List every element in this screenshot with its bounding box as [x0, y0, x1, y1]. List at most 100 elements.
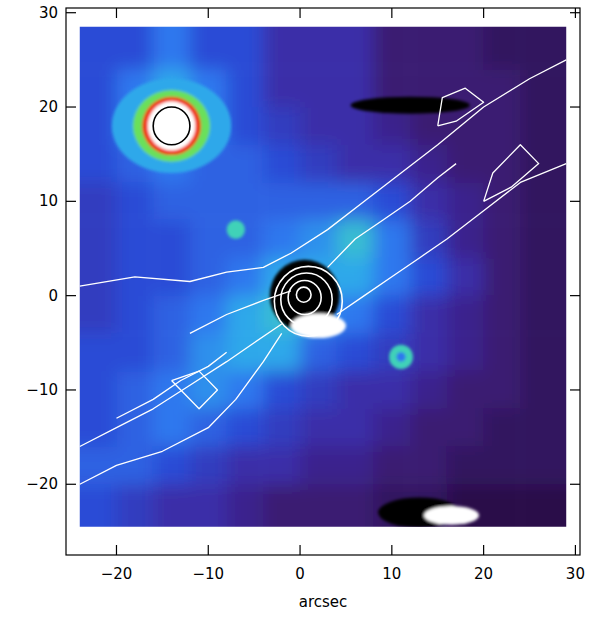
image-cell — [447, 220, 484, 258]
image-cell — [373, 296, 410, 334]
image-cell — [520, 220, 566, 258]
image-cell — [190, 27, 227, 70]
image-cell — [410, 145, 447, 183]
image-cell — [337, 409, 374, 447]
image-cell — [373, 145, 410, 183]
image-cell — [410, 333, 447, 371]
x-tick — [575, 545, 576, 555]
image-cell — [227, 333, 264, 371]
image-cell — [337, 333, 374, 371]
contour-ring — [288, 281, 321, 315]
image-cell — [227, 409, 264, 447]
image-cell — [484, 371, 521, 409]
image-cell — [484, 27, 521, 70]
image-cell — [447, 447, 484, 485]
image-cell — [190, 182, 227, 220]
image-cell — [116, 371, 153, 409]
y-tick — [66, 389, 76, 390]
image-cell — [80, 484, 117, 526]
image-cell — [116, 484, 153, 526]
x-tick-top — [116, 8, 117, 18]
source — [112, 79, 231, 173]
image-cell — [410, 220, 447, 258]
image-cell — [116, 27, 153, 70]
image-cell — [80, 333, 117, 371]
image-cell — [80, 27, 117, 70]
source — [351, 97, 470, 114]
image-cell — [153, 296, 190, 334]
y-tick — [66, 295, 76, 296]
image-cell — [153, 182, 190, 220]
x-axis-title: arcsec — [299, 593, 348, 611]
x-tick-top — [483, 8, 484, 18]
image-cell — [520, 333, 566, 371]
x-tick — [483, 545, 484, 555]
image-cell — [80, 371, 117, 409]
image-cell — [410, 447, 447, 485]
image-cell — [190, 447, 227, 485]
image-cell — [520, 296, 566, 334]
image-cell — [227, 145, 264, 183]
image-cell — [484, 258, 521, 296]
contour — [80, 333, 282, 484]
image-cell — [300, 333, 337, 371]
y-tick-label: −20 — [26, 475, 58, 493]
y-tick-right — [570, 12, 580, 13]
image-cell — [373, 182, 410, 220]
image-cell — [520, 258, 566, 296]
image-cell — [373, 409, 410, 447]
image-cell — [337, 107, 374, 145]
image-cells — [80, 27, 566, 527]
image-cell — [227, 447, 264, 485]
image-cell — [80, 107, 117, 145]
x-tick — [116, 545, 117, 555]
image-cell — [227, 27, 264, 70]
image-cell — [263, 484, 300, 526]
image-cell — [373, 371, 410, 409]
image-cell — [337, 27, 374, 70]
image-cell — [520, 447, 566, 485]
source — [133, 90, 210, 162]
image-cell — [153, 484, 190, 526]
contour — [438, 88, 484, 126]
sources — [112, 79, 479, 527]
x-tick — [391, 545, 392, 555]
image-cell — [153, 220, 190, 258]
image-cell — [116, 447, 153, 485]
x-tick-top — [299, 8, 300, 18]
x-tick-label: 30 — [566, 565, 585, 583]
frame — [66, 8, 580, 555]
y-tick-label: 0 — [48, 287, 58, 305]
image-cell — [520, 371, 566, 409]
image-cell — [410, 371, 447, 409]
image-cell — [337, 371, 374, 409]
contour-ring — [281, 273, 332, 326]
image-cell — [80, 258, 117, 296]
image-cell — [300, 182, 337, 220]
image-cell — [227, 69, 264, 107]
x-tick-label: 0 — [295, 565, 305, 583]
image-cell — [153, 333, 190, 371]
y-tick-right — [570, 201, 580, 202]
contour-ring — [153, 107, 190, 145]
image-cell — [447, 333, 484, 371]
image-cell — [263, 69, 300, 107]
source — [424, 506, 479, 525]
contour — [80, 60, 566, 286]
source — [396, 352, 405, 361]
image-cell — [116, 220, 153, 258]
image-cell — [484, 220, 521, 258]
x-tick — [208, 545, 209, 555]
y-tick-right — [570, 106, 580, 107]
image-cell — [447, 145, 484, 183]
chart: −20−100102030−20−100102030arcsec — [0, 0, 605, 628]
image-cell — [227, 182, 264, 220]
image-cell — [300, 107, 337, 145]
image-cell — [300, 371, 337, 409]
image-cell — [484, 447, 521, 485]
image-cell — [520, 107, 566, 145]
image-cell — [337, 447, 374, 485]
axes: −20−100102030−20−100102030 — [26, 4, 585, 583]
image-cell — [80, 296, 117, 334]
image-cell — [447, 107, 484, 145]
